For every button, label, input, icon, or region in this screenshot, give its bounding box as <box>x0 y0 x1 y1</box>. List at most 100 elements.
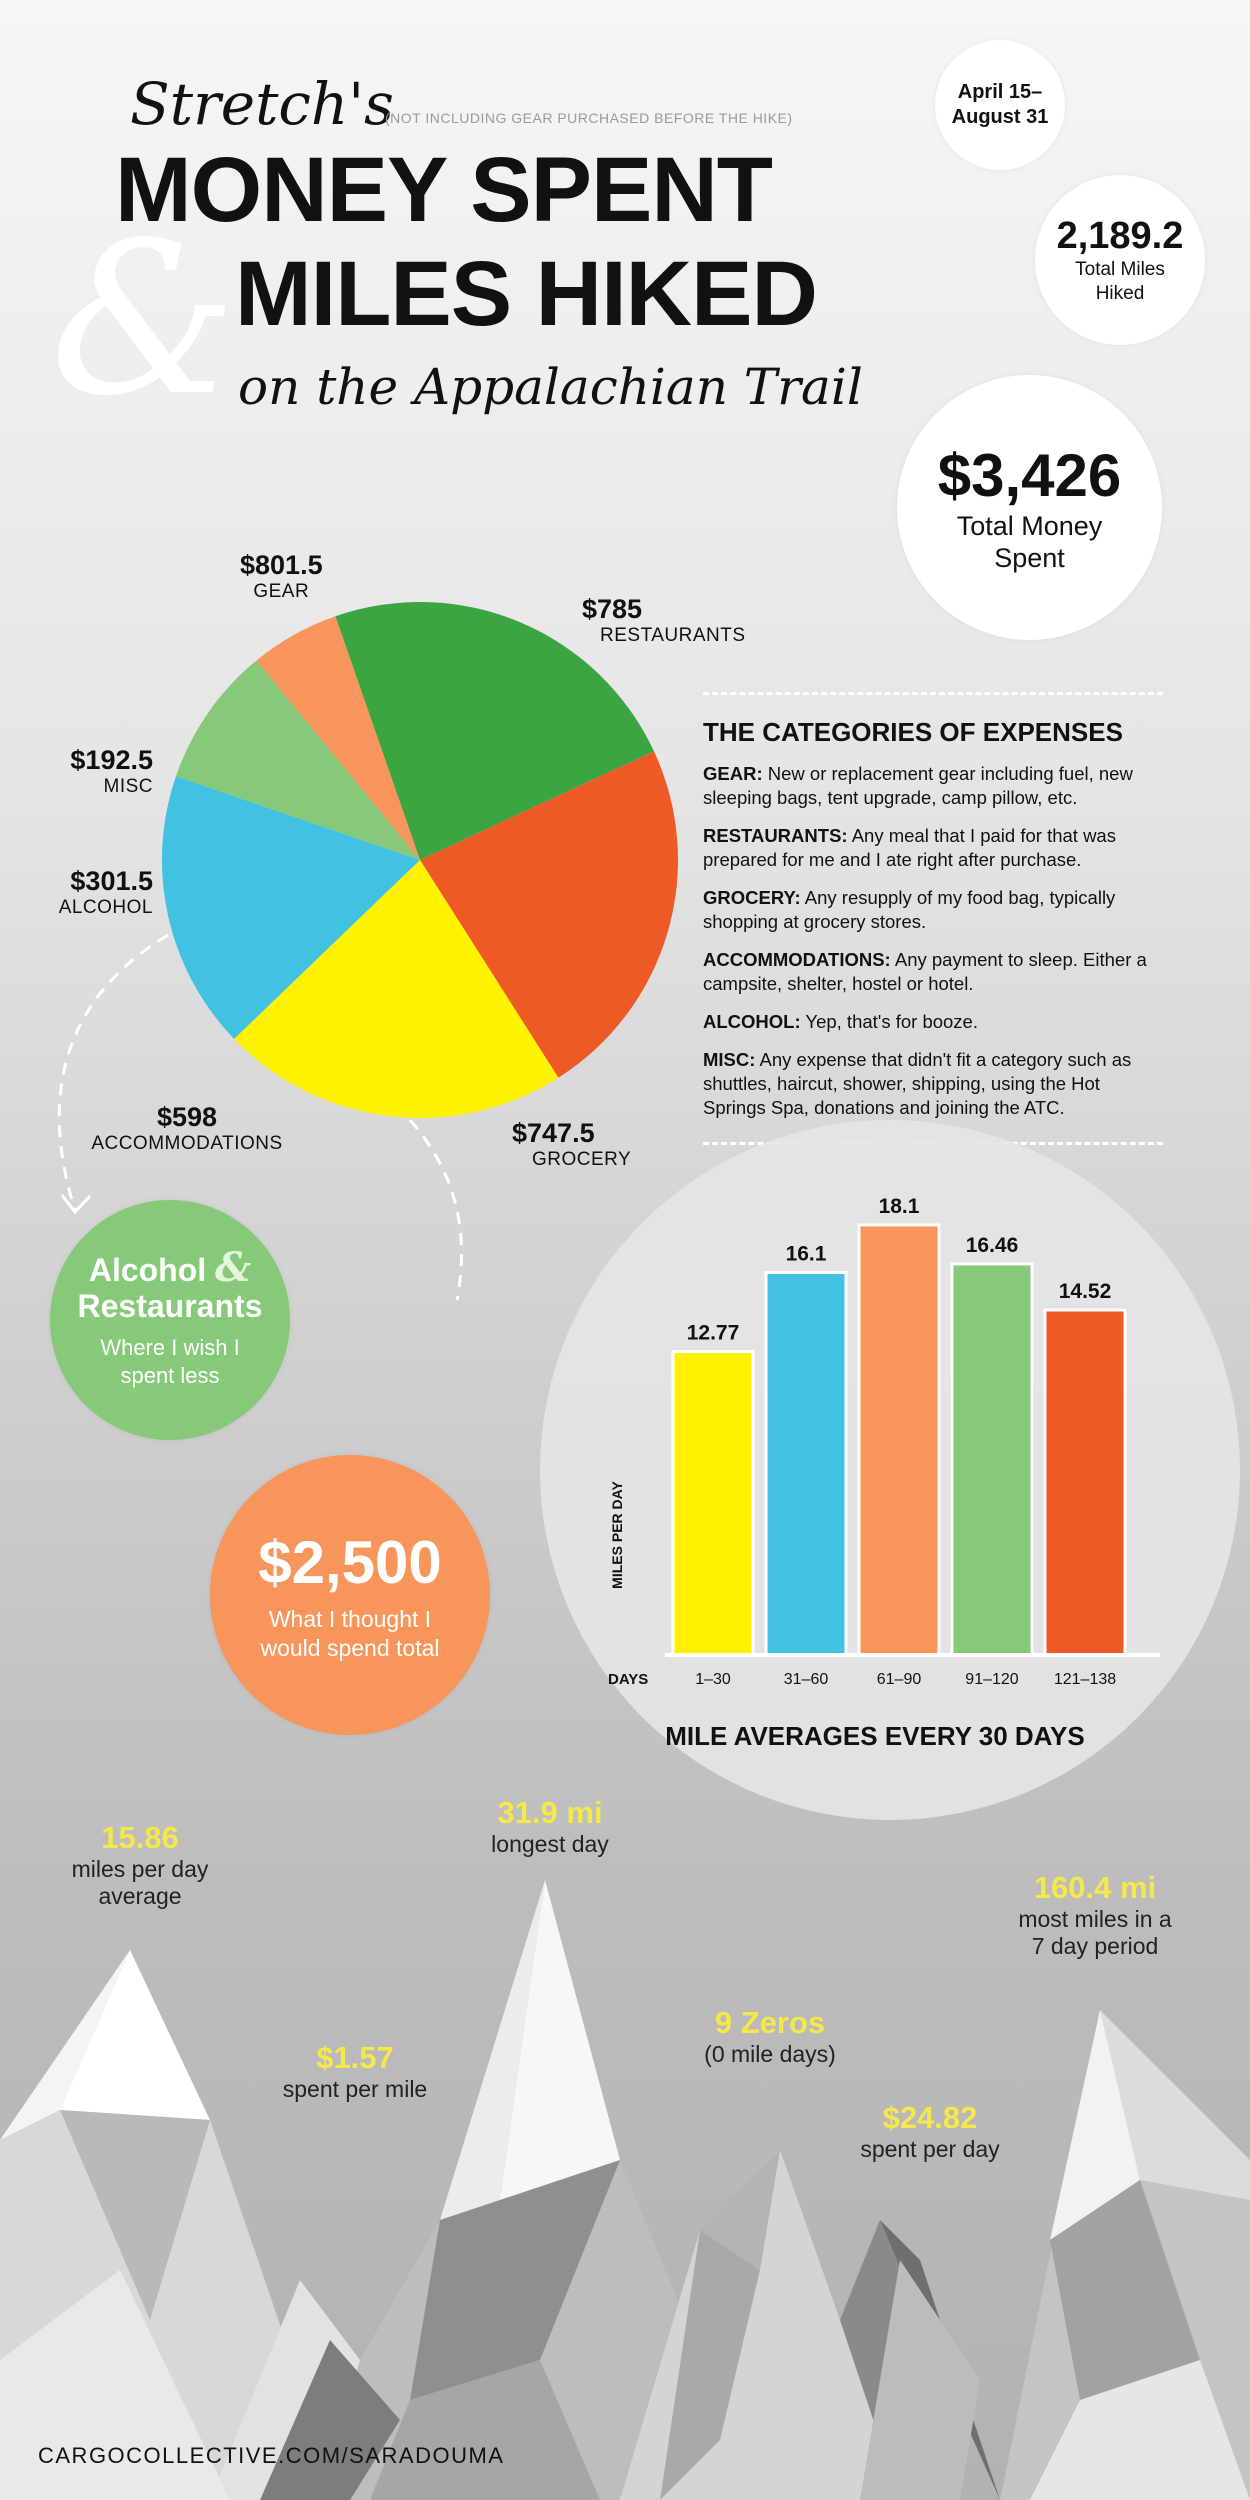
category-restaurants-term: RESTAURANTS: <box>703 825 848 846</box>
category-grocery: GROCERY: Any resupply of my food bag, ty… <box>703 886 1163 934</box>
bar-3 <box>857 1223 941 1657</box>
stat-avg: 15.86 miles per day average <box>40 1820 240 1910</box>
bar-5 <box>1043 1308 1127 1657</box>
label-gear: $801.5 GEAR <box>240 550 323 603</box>
category-gear: GEAR: New or replacement gear including … <box>703 762 1163 810</box>
stat-most7-value: 160.4 mi <box>1033 1870 1157 1905</box>
categories-heading: THE CATEGORIES OF EXPENSES <box>703 717 1123 747</box>
category-gear-desc: New or replacement gear including fuel, … <box>703 763 1133 808</box>
stat-longest: 31.9 mi longest day <box>440 1795 660 1858</box>
total-money-value: $3,426 <box>937 442 1122 509</box>
footer-credit: CARGOCOLLECTIVE.COM/SARADOUMA <box>38 2443 505 2468</box>
category-accommodations-desc: Any payment to sleep. Either a campsite,… <box>703 949 1147 994</box>
bar-value-label-2: 16.1 <box>786 1242 827 1265</box>
label-alcohol: $301.5 ALCOHOL <box>45 866 153 919</box>
stat-most7-text1: most miles in a <box>1018 1906 1172 1932</box>
bar-value-label-1: 12.77 <box>687 1322 740 1345</box>
stat-per-day-text1: spent per day <box>860 2136 1000 2162</box>
total-miles-value: 2,189.2 <box>1056 214 1184 257</box>
stat-avg-text2: average <box>98 1883 182 1909</box>
stat-per-mile: $1.57 spent per mile <box>250 2040 460 2103</box>
label-misc-value: $192.5 <box>70 745 153 775</box>
pie-slice-restaurants <box>420 751 679 1078</box>
pie-slice-gear <box>335 602 654 860</box>
bar-tick-label-4: 91–120 <box>965 1671 1018 1688</box>
total-money-label: Total Money Spent <box>956 511 1103 573</box>
expected-circle: $2,500 What I thought I would spend tota… <box>210 1455 490 1735</box>
wish-title: Alcohol & <box>88 1248 251 1289</box>
stat-per-day: $24.82 spent per day <box>820 2100 1040 2163</box>
pie-slice-alcohol <box>175 660 420 860</box>
title-miles-hiked: MILES HIKED <box>235 243 818 345</box>
bar-tick-label-1: 1–30 <box>695 1671 731 1688</box>
label-grocery: $747.5 GROCERY <box>512 1118 631 1171</box>
category-grocery-term: GROCERY: <box>703 887 801 908</box>
dates-text: April 15– August 31 <box>951 81 1049 128</box>
title-owner: Stretch's <box>130 70 394 138</box>
bar-title: MILE AVERAGES EVERY 30 DAYS <box>665 1721 1085 1751</box>
title-note: (NOT INCLUDING GEAR PURCHASED BEFORE THE… <box>385 110 793 126</box>
title-subtitle: on the Appalachian Trail <box>238 358 863 416</box>
category-accommodations-term: ACCOMMODATIONS: <box>703 949 891 970</box>
bar-chart: 12.77 1–30 16.1 31–60 18.1 61–90 16.46 91–120 14… <box>608 1195 1160 1751</box>
stat-most7: 160.4 mi most miles in a 7 day period <box>980 1870 1210 1960</box>
stat-zeros-value: 9 Zeros <box>714 2005 826 2040</box>
category-alcohol-term: ALCOHOL: <box>703 1011 801 1032</box>
title-money-spent: MONEY SPENT <box>115 139 773 241</box>
label-grocery-value: $747.5 <box>512 1118 595 1148</box>
expected-value: $2,500 <box>258 1528 442 1596</box>
wish-amp: & <box>215 1244 252 1291</box>
wish-title-a: Alcohol <box>88 1252 207 1288</box>
label-accommodations-value: $598 <box>156 1102 218 1132</box>
label-restaurants-value: $785 <box>582 594 643 624</box>
category-accommodations: ACCOMMODATIONS: Any payment to sleep. Ei… <box>703 948 1163 996</box>
total-miles-label: Total Miles Hiked <box>1075 258 1165 304</box>
stat-zeros-text1: (0 mile days) <box>704 2041 836 2067</box>
stat-most7-text2: 7 day period <box>1031 1933 1159 1959</box>
expected-text: What I thought I would spend total <box>260 1605 440 1661</box>
bar-value-label-5: 14.52 <box>1059 1280 1112 1303</box>
arrowhead-left <box>60 1194 92 1215</box>
category-gear-term: GEAR: <box>703 763 763 784</box>
category-misc-term: MISC: <box>703 1049 756 1070</box>
pie-chart <box>60 602 679 1300</box>
bar-tick-label-5: 121–138 <box>1054 1671 1116 1688</box>
label-misc: $192.5 MISC <box>58 745 153 798</box>
mountain-illustration <box>0 1880 1250 2500</box>
dashed-arrow-right <box>408 1119 463 1300</box>
pie-slice-grocery <box>234 860 559 1118</box>
label-misc-name: MISC <box>103 776 153 797</box>
label-alcohol-name: ALCOHOL <box>58 897 153 918</box>
stat-longest-text1: longest day <box>491 1831 609 1857</box>
label-gear-name: GEAR <box>253 581 310 602</box>
category-misc: MISC: Any expense that didn't fit a cate… <box>703 1048 1163 1120</box>
category-misc-desc: Any expense that didn't fit a category s… <box>703 1049 1132 1118</box>
bar-value-label-3: 18.1 <box>879 1195 920 1218</box>
bar-value-label-4: 16.46 <box>966 1234 1019 1257</box>
stat-zeros: 9 Zeros (0 mile days) <box>660 2005 880 2068</box>
label-gear-value: $801.5 <box>240 550 323 580</box>
stat-avg-value: 15.86 <box>101 1820 179 1855</box>
categories-panel: THE CATEGORIES OF EXPENSES GEAR: New or … <box>703 692 1163 1145</box>
stat-per-mile-text1: spent per mile <box>282 2076 428 2102</box>
bar-tick-label-2: 31–60 <box>784 1671 829 1688</box>
label-alcohol-value: $301.5 <box>70 866 153 896</box>
stat-per-day-value: $24.82 <box>882 2100 978 2135</box>
label-accommodations-name: ACCOMMODATIONS <box>91 1133 283 1154</box>
total-miles-circle: 2,189.2 Total Miles Hiked <box>1035 175 1205 345</box>
category-restaurants: RESTAURANTS: Any meal that I paid for th… <box>703 824 1163 872</box>
stat-avg-text1: miles per day <box>71 1856 209 1882</box>
stat-longest-value: 31.9 mi <box>497 1795 603 1830</box>
title-ampersand: & <box>50 197 237 442</box>
wish-text: Where I wish I spent less <box>100 1335 240 1388</box>
category-alcohol-desc: Yep, that's for booze. <box>800 1011 978 1032</box>
bar-xlabel: DAYS <box>608 1671 648 1688</box>
stat-per-mile-value: $1.57 <box>316 2040 394 2075</box>
bar-1 <box>671 1350 755 1657</box>
category-grocery-desc: Any resupply of my food bag, typically s… <box>703 887 1116 932</box>
bar-tick-label-3: 61–90 <box>877 1671 922 1688</box>
dates-circle: April 15– August 31 <box>935 40 1065 170</box>
category-restaurants-desc: Any meal that I paid for that was prepar… <box>703 825 1116 870</box>
label-accommodations: $598 ACCOMMODATIONS <box>82 1102 292 1155</box>
